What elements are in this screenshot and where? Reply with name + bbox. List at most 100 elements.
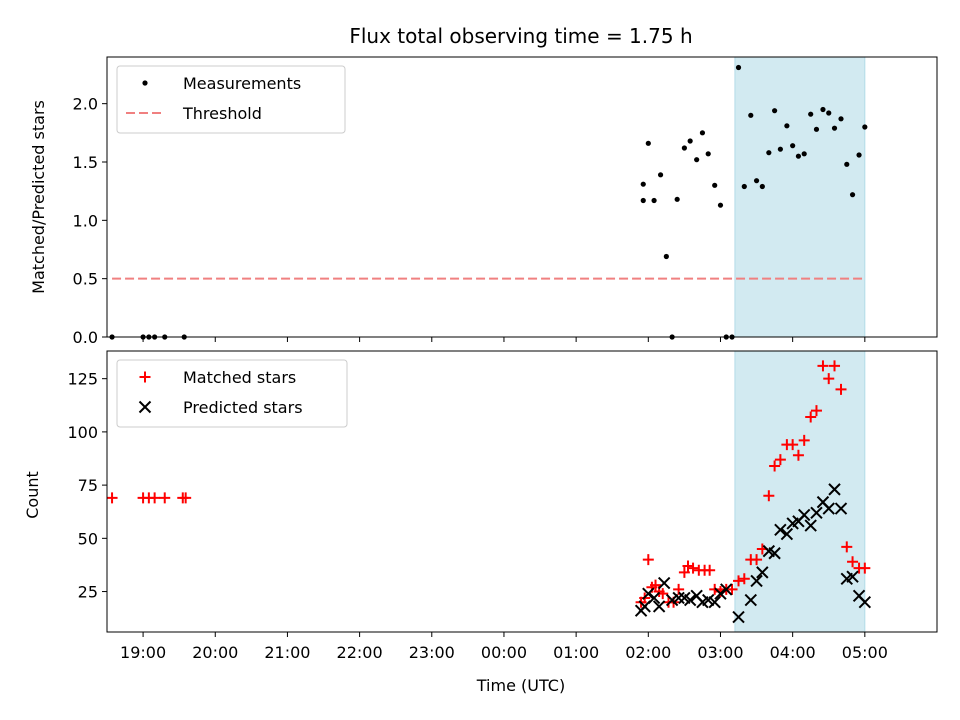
legend-box bbox=[116, 65, 346, 134]
axes-frame bbox=[106, 350, 938, 633]
matched-star-point bbox=[805, 411, 817, 423]
matched-star-point bbox=[180, 492, 192, 504]
shaded-span bbox=[734, 56, 866, 338]
measurement-point bbox=[657, 172, 664, 178]
y-tick-label: 50 bbox=[78, 529, 98, 548]
measurement-point bbox=[831, 125, 838, 131]
top-y-axis-label: Matched/Predicted stars bbox=[29, 100, 48, 294]
x-tick-label: 04:00 bbox=[770, 643, 816, 662]
matched-star-point bbox=[704, 564, 716, 576]
measurement-point bbox=[862, 124, 868, 130]
measurement-point bbox=[759, 183, 765, 190]
predicted-star-point bbox=[774, 523, 787, 537]
x-tick-label: 19:00 bbox=[120, 643, 166, 662]
measurement-point bbox=[826, 110, 832, 116]
matched-star-point bbox=[751, 554, 763, 566]
predicted-star-point bbox=[804, 519, 817, 532]
measurement-point bbox=[694, 157, 700, 163]
measurement-point bbox=[717, 202, 724, 208]
predicted-star-point bbox=[858, 595, 872, 609]
measurement-point bbox=[687, 138, 693, 144]
legend-label: Matched stars bbox=[183, 368, 296, 387]
predicted-star-point bbox=[708, 595, 721, 609]
x-tick-label: 02:00 bbox=[625, 643, 671, 662]
matched-star-point bbox=[709, 583, 721, 595]
measurement-point bbox=[681, 145, 687, 151]
measurement-point bbox=[640, 181, 646, 187]
matched-star-point bbox=[106, 492, 118, 504]
measurement-point bbox=[801, 151, 807, 157]
predicted-star-point bbox=[797, 508, 811, 522]
matched-star-point bbox=[835, 383, 847, 395]
measurement-point bbox=[813, 126, 820, 132]
matched-star-point bbox=[650, 579, 662, 591]
matched-star-point bbox=[738, 573, 750, 585]
y-tick-label: 1.0 bbox=[73, 211, 98, 230]
measurement-point bbox=[790, 143, 796, 149]
measurement-point bbox=[820, 106, 826, 113]
matched-star-point bbox=[682, 560, 694, 572]
legend-label: Measurements bbox=[183, 74, 301, 93]
predicted-star-point bbox=[846, 570, 859, 583]
matched-star-point bbox=[159, 492, 171, 504]
y-tick-label: 1.5 bbox=[73, 153, 98, 172]
predicted-star-point bbox=[780, 527, 794, 541]
legend-label: Predicted stars bbox=[183, 398, 303, 417]
legend-label: Threshold bbox=[182, 104, 262, 123]
matched-star-point bbox=[829, 360, 841, 372]
measurement-point bbox=[753, 178, 760, 184]
matched-star-point bbox=[792, 449, 804, 461]
measurement-point bbox=[699, 130, 706, 136]
measurement-point bbox=[849, 192, 856, 198]
matched-star-point bbox=[687, 562, 699, 574]
measurement-point bbox=[784, 123, 790, 129]
matched-star-point bbox=[733, 575, 745, 587]
y-tick-label: 125 bbox=[67, 370, 98, 389]
y-tick-label: 75 bbox=[78, 476, 98, 495]
x-tick-label: 01:00 bbox=[553, 643, 599, 662]
measurement-point bbox=[705, 151, 711, 157]
legend-marker-predicted bbox=[138, 400, 152, 414]
matched-star-point bbox=[642, 554, 654, 566]
predicted-star-point bbox=[720, 583, 733, 596]
y-tick-label: 0.5 bbox=[73, 270, 98, 289]
x-tick-label: 22:00 bbox=[337, 643, 383, 662]
y-tick-label: 0.0 bbox=[73, 328, 98, 347]
bottom-panel: 25 50 75 100 125 19:00 20:00 21:00 22:00 23:00 00:… bbox=[67, 350, 938, 662]
measurement-point bbox=[838, 116, 844, 122]
x-tick-label: 21:00 bbox=[264, 643, 310, 662]
matched-star-point bbox=[787, 439, 799, 451]
x-axis-label: Time (UTC) bbox=[476, 676, 565, 695]
bottom-y-axis-label: Count bbox=[23, 471, 42, 519]
matched-star-point bbox=[769, 460, 781, 472]
predicted-star-point bbox=[822, 502, 835, 515]
matched-star-point bbox=[726, 583, 738, 595]
matched-star-point bbox=[817, 360, 829, 372]
x-tick-label: 23:00 bbox=[409, 643, 455, 662]
predicted-star-point bbox=[828, 483, 841, 496]
predicted-star-point bbox=[834, 502, 848, 515]
x-tick-label: 00:00 bbox=[481, 643, 527, 662]
legend-box bbox=[116, 359, 348, 428]
matched-star-point bbox=[841, 541, 853, 553]
predicted-star-point bbox=[768, 547, 781, 560]
predicted-star-point bbox=[732, 610, 745, 624]
measurement-point bbox=[772, 108, 778, 114]
x-tick-label: 20:00 bbox=[192, 643, 238, 662]
matched-star-point bbox=[149, 492, 161, 504]
y-tick-label: 25 bbox=[78, 583, 98, 602]
matched-star-point bbox=[774, 454, 786, 466]
predicted-star-point bbox=[714, 587, 727, 600]
measurement-point bbox=[748, 112, 754, 118]
predicted-star-point bbox=[672, 591, 685, 605]
measurement-point bbox=[645, 140, 651, 146]
measurement-point bbox=[712, 182, 718, 188]
measurement-point bbox=[844, 161, 850, 167]
measurement-point bbox=[795, 153, 802, 159]
predicted-star-point bbox=[652, 600, 666, 613]
matched-star-point bbox=[810, 405, 822, 417]
y-tick-label: 100 bbox=[67, 423, 98, 442]
predicted-star-point bbox=[683, 593, 697, 607]
measurement-point bbox=[640, 197, 646, 204]
